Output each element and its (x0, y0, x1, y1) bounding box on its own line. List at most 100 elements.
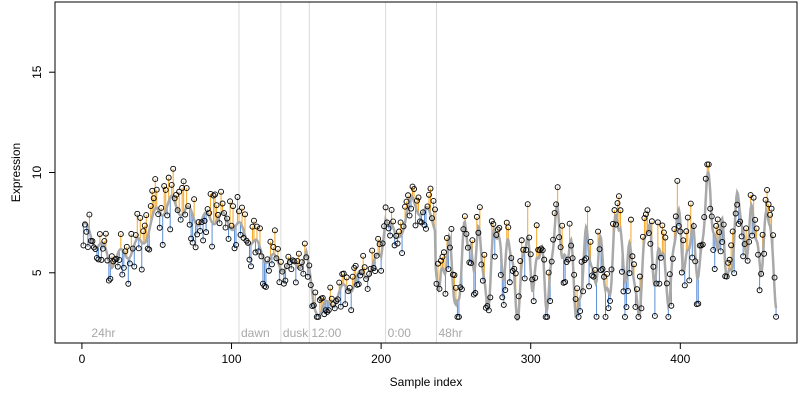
phase-markers: 24hr dawn dusk 12:00 0:00 48hr (91, 2, 463, 343)
data-point (328, 295, 335, 302)
data-point (267, 238, 274, 245)
data-point (246, 256, 253, 263)
data-point (607, 297, 613, 304)
data-point (629, 253, 636, 260)
data-point (577, 308, 584, 315)
data-point (562, 279, 569, 285)
data-point (580, 288, 587, 295)
data-point (135, 245, 142, 252)
data-point (379, 240, 386, 247)
data-point (499, 294, 506, 301)
data-point (737, 218, 744, 225)
data-point (116, 256, 123, 263)
data-point (194, 231, 201, 238)
data-point (749, 232, 756, 239)
y-axis-label: Expression (9, 143, 23, 202)
data-point (729, 228, 736, 235)
data-point (216, 220, 223, 227)
data-point (768, 205, 775, 212)
data-point (399, 250, 406, 257)
data-point (644, 207, 651, 214)
data-point (744, 257, 751, 264)
data-point (391, 242, 398, 249)
data-point (171, 195, 178, 202)
data-point (497, 271, 504, 278)
data-point (363, 276, 370, 282)
data-point (167, 226, 174, 233)
data-point (331, 305, 338, 312)
data-point (364, 286, 371, 292)
data-point (402, 203, 409, 210)
data-point (292, 279, 299, 286)
data-point (463, 230, 470, 237)
plot-frame (54, 1, 798, 344)
data-point (155, 211, 162, 218)
data-point (420, 209, 426, 216)
data-point (662, 234, 669, 241)
data-point (604, 271, 610, 277)
data-point (581, 257, 588, 264)
data-point (613, 221, 619, 228)
data-point (147, 203, 154, 210)
data-point (671, 226, 678, 233)
y-axis: 5 10 15 (30, 65, 55, 276)
data-point (725, 259, 732, 266)
data-point (648, 218, 655, 225)
data-point (460, 226, 467, 233)
data-point (312, 289, 319, 296)
data-point (224, 215, 230, 222)
data-point (438, 257, 444, 264)
data-point (598, 267, 604, 274)
data-point (378, 267, 385, 274)
data-point (239, 204, 245, 211)
data-point (619, 268, 625, 275)
data-point (593, 313, 600, 320)
data-point (231, 245, 238, 252)
data-point (433, 280, 440, 287)
data-point (189, 239, 196, 246)
data-point (641, 215, 648, 221)
data-point (666, 271, 673, 278)
data-point (553, 201, 560, 208)
data-point (393, 232, 400, 239)
data-point (219, 200, 226, 207)
data-point (713, 222, 720, 229)
data-point (412, 222, 419, 229)
data-point (665, 313, 672, 320)
data-point (446, 244, 453, 251)
data-point (405, 192, 411, 199)
data-point (496, 224, 503, 231)
data-point (523, 246, 530, 253)
data-point (432, 206, 438, 213)
data-point (95, 256, 102, 263)
data-point (584, 206, 591, 213)
data-point (337, 303, 344, 310)
data-point (415, 194, 422, 201)
data-point (132, 232, 139, 238)
data-point (635, 313, 642, 320)
data-point (677, 228, 684, 235)
data-point (90, 244, 97, 251)
phase-label: 48hr (438, 326, 462, 340)
data-point (161, 183, 168, 189)
data-point (179, 184, 186, 191)
data-point (334, 296, 341, 303)
data-point (599, 266, 606, 272)
data-point (384, 219, 391, 226)
data-point (617, 207, 624, 214)
data-point (524, 201, 531, 208)
data-point (741, 241, 748, 248)
x-tick-label: 400 (670, 352, 690, 366)
data-point (221, 210, 227, 217)
data-point (288, 266, 295, 273)
data-point (656, 280, 663, 287)
data-point (125, 280, 132, 287)
data-point (361, 264, 368, 271)
data-point (557, 244, 564, 251)
data-point (773, 313, 780, 320)
data-point (714, 216, 721, 223)
data-point (396, 228, 403, 235)
data-point (443, 235, 450, 241)
data-point (86, 211, 93, 218)
data-point (488, 218, 495, 225)
